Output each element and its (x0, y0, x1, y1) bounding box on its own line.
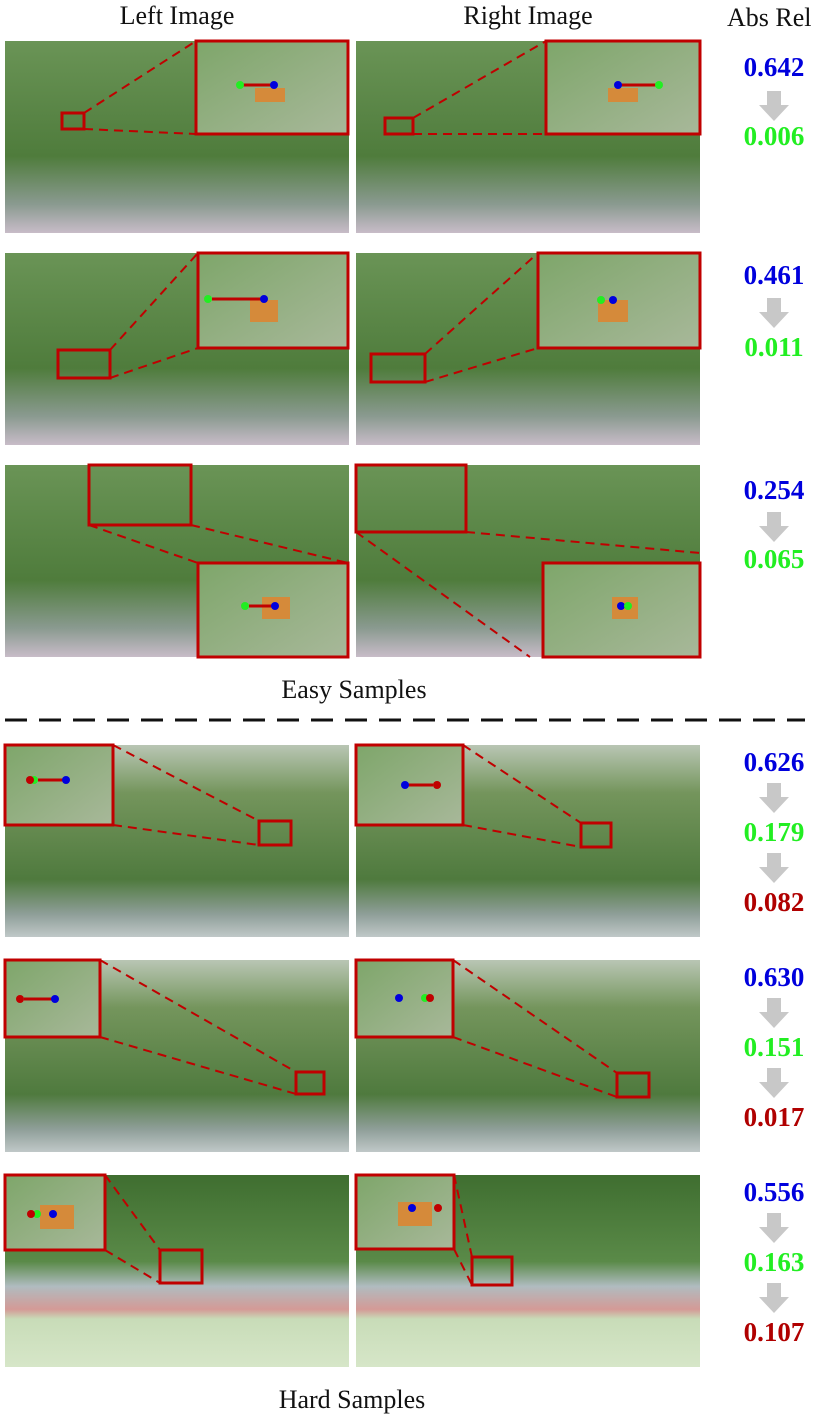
abs-rel-value: 0.163 (744, 1247, 805, 1277)
group-label: Easy Samples (281, 675, 426, 704)
group-label: Hard Samples (279, 1385, 426, 1414)
abs-rel-value: 0.179 (744, 817, 805, 847)
header: Left Image Right Image Abs Rel (120, 1, 812, 32)
abs-rel-value: 0.082 (744, 887, 805, 917)
abs-rel-value: 0.630 (744, 962, 805, 992)
column-header: Abs Rel (727, 3, 812, 32)
image-panels (3, 39, 702, 1367)
abs-rel-value: 0.006 (744, 121, 805, 151)
abs-rel-value: 0.107 (744, 1317, 805, 1347)
abs-rel-value: 0.626 (744, 747, 805, 777)
abs-rel-value: 0.011 (744, 332, 803, 362)
abs-rel-value: 0.151 (744, 1032, 805, 1062)
column-header: Right Image (463, 1, 592, 30)
abs-rel-value: 0.556 (744, 1177, 805, 1207)
abs-rel-value: 0.254 (744, 475, 805, 505)
abs-rel-value: 0.461 (744, 260, 805, 290)
abs-rel-value: 0.065 (744, 544, 805, 574)
abs-rel-values: 0.642 0.006 0.461 0.011 0.254 0.065 0.62… (744, 52, 805, 1347)
column-header: Left Image (120, 1, 235, 30)
abs-rel-value: 0.642 (744, 52, 805, 82)
abs-rel-value: 0.017 (744, 1102, 805, 1132)
